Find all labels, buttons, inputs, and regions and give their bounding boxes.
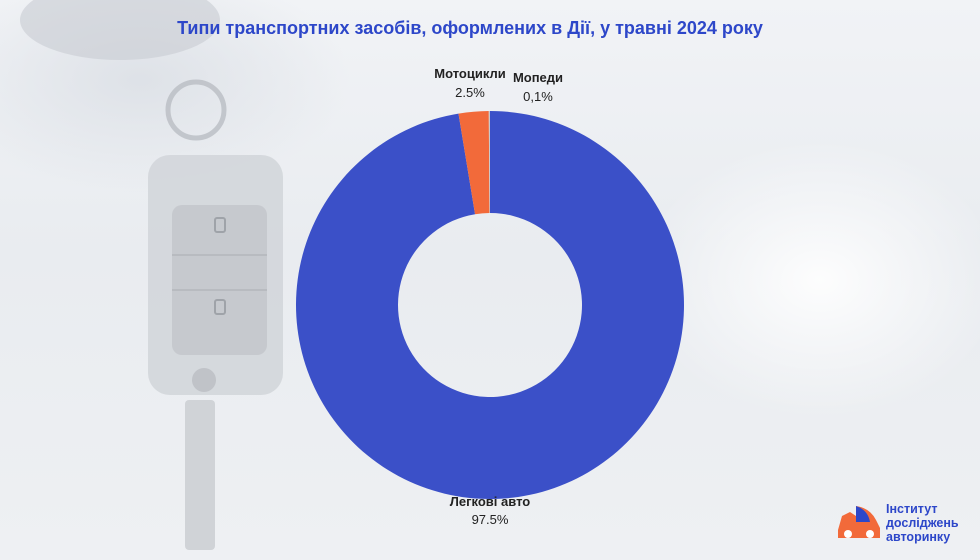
slice-3 [488, 111, 490, 214]
slice-label-2: Мотоцикли [434, 66, 505, 81]
slice-2 [458, 111, 490, 215]
logo-text-line1: Інститут [886, 502, 938, 516]
chart-title: Типи транспортних засобів, оформлених в … [177, 18, 763, 38]
donut-slices [295, 111, 684, 499]
slice-value-3: 0,1% [523, 89, 553, 104]
slice-label-1: Легкові авто [450, 494, 531, 509]
logo-mark-icon [838, 506, 880, 538]
logo-text-line3: авторинку [886, 530, 951, 544]
slice-1 [295, 111, 684, 499]
logo-text-line2: досліджень [886, 516, 959, 530]
car-key-background-image [20, 0, 283, 550]
slice-value-2: 2.5% [455, 85, 485, 100]
slice-label-3: Мопеди [513, 70, 563, 85]
slice-labels: Легкові авто 97.5% Мотоцикли 2.5% Мопеди 0,1% [434, 66, 563, 527]
institute-logo: Інститут досліджень авторинку [836, 500, 976, 548]
slice-value-1: 97.5% [472, 512, 509, 527]
